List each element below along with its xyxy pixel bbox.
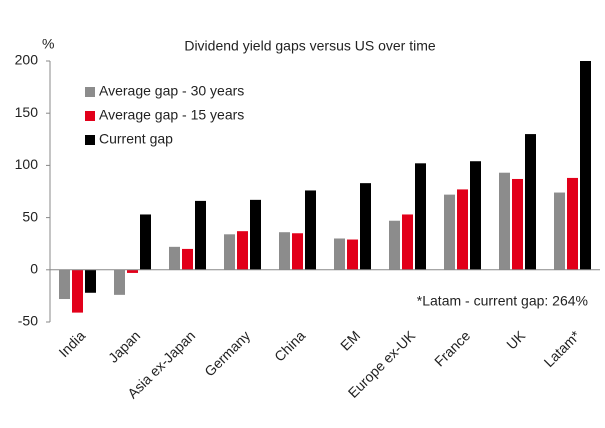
plot-area xyxy=(59,61,591,313)
x-tick-label: France xyxy=(431,327,473,369)
bar xyxy=(444,194,455,270)
bar xyxy=(127,269,138,273)
bar xyxy=(457,189,468,270)
y-tick-label: 200 xyxy=(15,52,39,68)
x-tick-label: UK xyxy=(503,327,529,353)
bar xyxy=(114,269,125,295)
legend-swatch xyxy=(85,87,95,97)
bar xyxy=(182,248,193,270)
bar xyxy=(415,163,426,270)
bar xyxy=(279,232,290,270)
bar xyxy=(140,214,151,270)
bar xyxy=(470,161,481,270)
bar xyxy=(512,178,523,270)
bar xyxy=(72,269,83,313)
y-tick-label: 0 xyxy=(30,261,38,277)
bar xyxy=(334,238,345,270)
legend-swatch xyxy=(85,135,95,145)
bar xyxy=(567,177,578,270)
y-tick-label: 150 xyxy=(15,104,39,120)
annotation: *Latam - current gap: 264% xyxy=(417,293,588,309)
bar xyxy=(389,220,400,270)
legend-swatch xyxy=(85,111,95,121)
bar xyxy=(59,269,70,300)
x-tick-label: EM xyxy=(337,327,363,353)
bar xyxy=(554,192,565,270)
legend-label: Average gap - 30 years xyxy=(99,83,244,99)
y-tick-label: 50 xyxy=(22,208,38,224)
bar xyxy=(250,199,261,270)
bar xyxy=(237,231,248,270)
bar xyxy=(85,269,96,293)
x-tick-label: Germany xyxy=(201,327,253,379)
y-axis-label: % xyxy=(42,36,54,52)
y-tick-label: 100 xyxy=(15,156,39,172)
bar xyxy=(347,239,358,270)
legend-label: Current gap xyxy=(99,131,173,147)
bar xyxy=(292,233,303,270)
legend-label: Average gap - 15 years xyxy=(99,107,244,123)
x-tick-label: India xyxy=(55,327,88,360)
x-tick-label: China xyxy=(271,327,308,364)
bar xyxy=(305,190,316,270)
bar xyxy=(195,200,206,270)
bar xyxy=(499,172,510,270)
bar xyxy=(224,234,235,270)
bar xyxy=(169,246,180,270)
y-tick-label: -50 xyxy=(18,313,38,329)
bar xyxy=(580,61,591,270)
bar xyxy=(525,134,536,270)
x-tick-label: Latam* xyxy=(541,327,584,370)
chart-title: Dividend yield gaps versus US over time xyxy=(184,38,436,54)
bar xyxy=(360,183,371,270)
bar xyxy=(402,214,413,270)
x-tick-label: Japan xyxy=(105,327,143,365)
